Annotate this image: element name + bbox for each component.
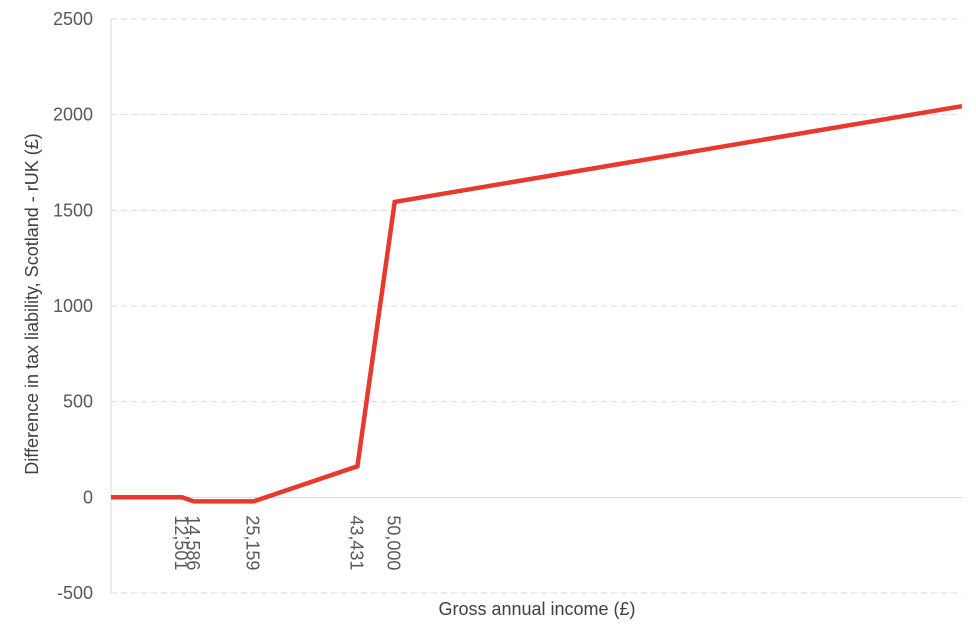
x-tick-label: 25,159 [243, 515, 263, 570]
x-tick-label: 12,501 [171, 515, 191, 570]
y-tick-label: 0 [83, 487, 93, 507]
y-tick-label: -500 [57, 583, 93, 603]
y-tick-label: 2500 [53, 9, 93, 29]
y-tick-label: 2000 [53, 105, 93, 125]
y-tick-labels: -500 0 500 1000 1500 2000 2500 [53, 9, 93, 603]
y-tick-label: 500 [63, 392, 93, 412]
x-axis-title: Gross annual income (£) [438, 599, 635, 619]
gridlines [111, 18, 962, 594]
series-group [111, 103, 963, 504]
y-tick-label: 1000 [53, 296, 93, 316]
x-tick-label: 14,586 [183, 515, 203, 570]
x-tick-label: 50,000 [384, 515, 404, 570]
series-line-0 [111, 103, 963, 504]
x-tick-label: 43,431 [346, 515, 366, 570]
y-tick-label: 1500 [53, 200, 93, 220]
y-axis-title: Difference in tax liability, Scotland - … [22, 133, 42, 474]
